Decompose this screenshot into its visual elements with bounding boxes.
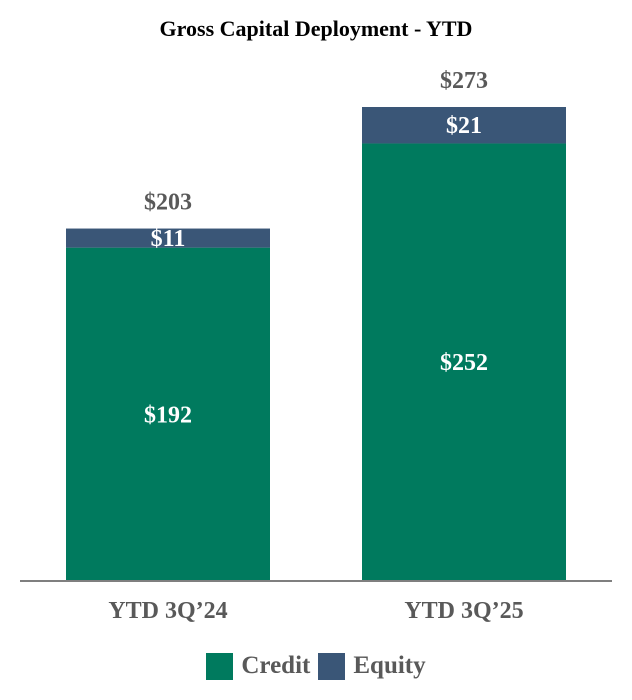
bar-credit — [362, 143, 566, 581]
x-tick-label: YTD 3Q’24 — [108, 598, 227, 624]
bar-equity — [362, 107, 566, 144]
legend: Credit Equity — [0, 652, 632, 680]
chart-title: Gross Capital Deployment - YTD — [159, 16, 473, 41]
data-label-credit: $192 — [144, 402, 192, 428]
legend-label-equity: Equity — [353, 652, 426, 679]
bar-credit — [66, 247, 270, 581]
legend-swatch-equity — [318, 652, 346, 680]
data-label-equity: $21 — [446, 113, 482, 139]
legend-swatch-credit — [206, 652, 234, 680]
total-label: $273 — [440, 68, 488, 94]
bar-equity — [66, 228, 270, 248]
data-label-equity: $11 — [151, 226, 186, 252]
x-tick-label: YTD 3Q’25 — [404, 598, 523, 624]
legend-item-equity: Equity — [318, 652, 426, 680]
legend-label-credit: Credit — [241, 652, 311, 679]
total-label: $203 — [144, 190, 192, 216]
data-label-credit: $252 — [440, 350, 488, 376]
legend-item-credit: Credit — [206, 652, 310, 680]
